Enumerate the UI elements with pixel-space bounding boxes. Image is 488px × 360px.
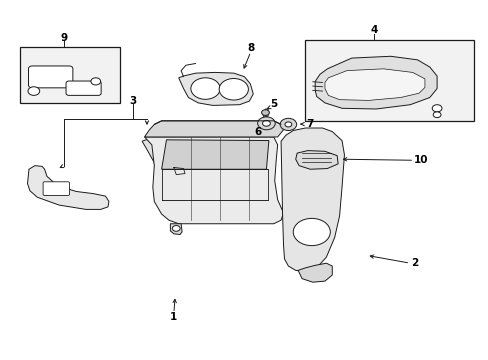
FancyBboxPatch shape [66, 81, 101, 95]
Circle shape [432, 112, 440, 118]
Text: 6: 6 [254, 127, 261, 136]
Circle shape [219, 78, 248, 100]
Polygon shape [161, 140, 268, 169]
Text: 3: 3 [129, 96, 137, 106]
Circle shape [280, 118, 296, 131]
Text: 4: 4 [369, 26, 377, 35]
Polygon shape [142, 138, 180, 198]
Circle shape [285, 122, 291, 127]
Text: 7: 7 [306, 119, 313, 129]
Circle shape [257, 117, 275, 130]
Text: 1: 1 [170, 312, 177, 322]
Polygon shape [262, 109, 268, 117]
Polygon shape [298, 263, 331, 282]
Text: 9: 9 [61, 33, 67, 42]
Polygon shape [27, 166, 109, 210]
Circle shape [190, 78, 220, 99]
Bar [20, 47, 120, 103]
Polygon shape [295, 150, 337, 169]
Polygon shape [315, 56, 436, 109]
Circle shape [431, 105, 441, 112]
Circle shape [91, 78, 101, 85]
Polygon shape [178, 72, 253, 105]
Bar [305, 40, 473, 121]
Text: 10: 10 [413, 155, 427, 165]
Polygon shape [325, 69, 424, 100]
Circle shape [28, 87, 40, 95]
Circle shape [262, 121, 270, 126]
Text: 8: 8 [247, 43, 254, 53]
Polygon shape [170, 224, 182, 234]
Circle shape [172, 226, 180, 231]
Circle shape [261, 110, 269, 116]
Text: 5: 5 [269, 99, 277, 109]
FancyBboxPatch shape [28, 66, 73, 88]
Polygon shape [281, 128, 344, 271]
Circle shape [161, 181, 171, 188]
Text: 2: 2 [411, 258, 418, 268]
Polygon shape [144, 137, 283, 224]
Circle shape [293, 219, 330, 246]
Polygon shape [144, 121, 283, 137]
FancyBboxPatch shape [43, 182, 69, 195]
